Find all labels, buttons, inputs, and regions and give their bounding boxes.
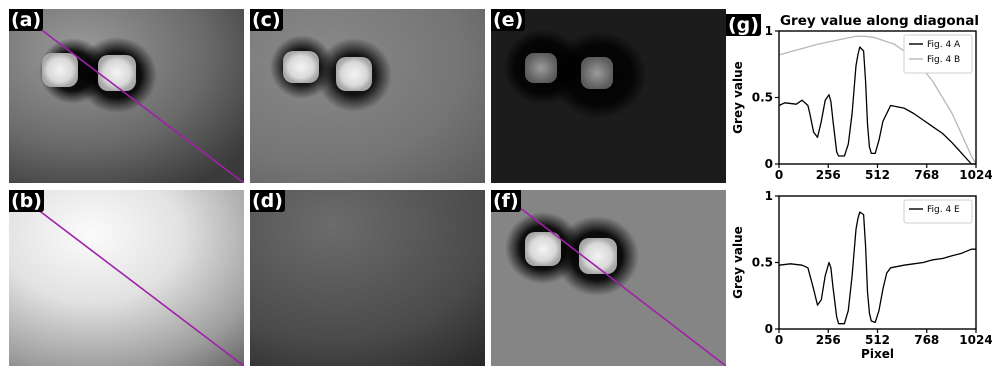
panel-a-image [9, 9, 244, 183]
chart-1-ytick-label: 0 [765, 157, 773, 171]
chart-1-legend-label: Fig. 4 B [927, 55, 960, 65]
plot-g: Grey value along diagonal 0 256 512 768 1024 0… [731, 13, 992, 361]
chart-1-xtick-label: 768 [914, 168, 939, 182]
panel-f-image [491, 190, 726, 366]
panel-e: (e) [491, 9, 726, 183]
chart-1-ytick-label: 1 [765, 24, 773, 38]
panel-a-label: (a) [9, 9, 44, 31]
panel-f: (f) [491, 190, 726, 366]
chart-2-ylabel: Grey value [731, 226, 745, 299]
chart-1-series-2-line [778, 35, 977, 165]
panel-e-image [491, 9, 726, 183]
panel-e-label: (e) [491, 9, 526, 31]
chart-2-xtick-label: 768 [914, 333, 939, 347]
chart-2-ytick-label: 1 [765, 189, 773, 203]
chart-2-legend-box [903, 199, 973, 224]
chart-1-xtick-label: 1024 [959, 168, 992, 182]
panel-b-label: (b) [9, 190, 44, 212]
chart-1-xtick-label: 0 [775, 168, 783, 182]
chart-2-xtick-label: 256 [816, 333, 841, 347]
panel-b: (b) [9, 190, 244, 366]
panel-g-label: (g) [726, 14, 761, 36]
chart-2-xlabel: Pixel [861, 347, 894, 361]
chart-1-legend-label: Fig. 4 A [927, 40, 961, 50]
chart-2-xtick-label: 1024 [959, 333, 992, 347]
chart-1-series-1-line [778, 46, 976, 165]
chart-1-ylabel: Grey value [731, 61, 745, 134]
panel-f-label: (f) [491, 190, 521, 212]
panel-c-image [250, 9, 485, 183]
chart-1-xtick-label: 256 [816, 168, 841, 182]
panel-d: (d) [250, 190, 485, 366]
panel-c-label: (c) [250, 9, 283, 31]
chart-1-ytick-label: 0.5 [752, 91, 773, 105]
panel-a: (a) [9, 9, 244, 183]
chart-2-ytick-label: 0 [765, 322, 773, 336]
chart-1-title: Grey value along diagonal [780, 13, 979, 29]
chart-2-legend-label: Fig. 4 E [927, 205, 960, 215]
chart-2-ytick-label: 0.5 [752, 256, 773, 270]
panel-b-image [9, 190, 244, 366]
panel-d-label: (d) [250, 190, 285, 212]
panel-d-image [250, 190, 485, 366]
panel-c: (c) [250, 9, 485, 183]
chart-2-xtick-label: 0 [775, 333, 783, 347]
chart-2-series-1-line [778, 211, 976, 325]
chart-2-xtick-label: 512 [865, 333, 890, 347]
chart-1-xtick-label: 512 [865, 168, 890, 182]
